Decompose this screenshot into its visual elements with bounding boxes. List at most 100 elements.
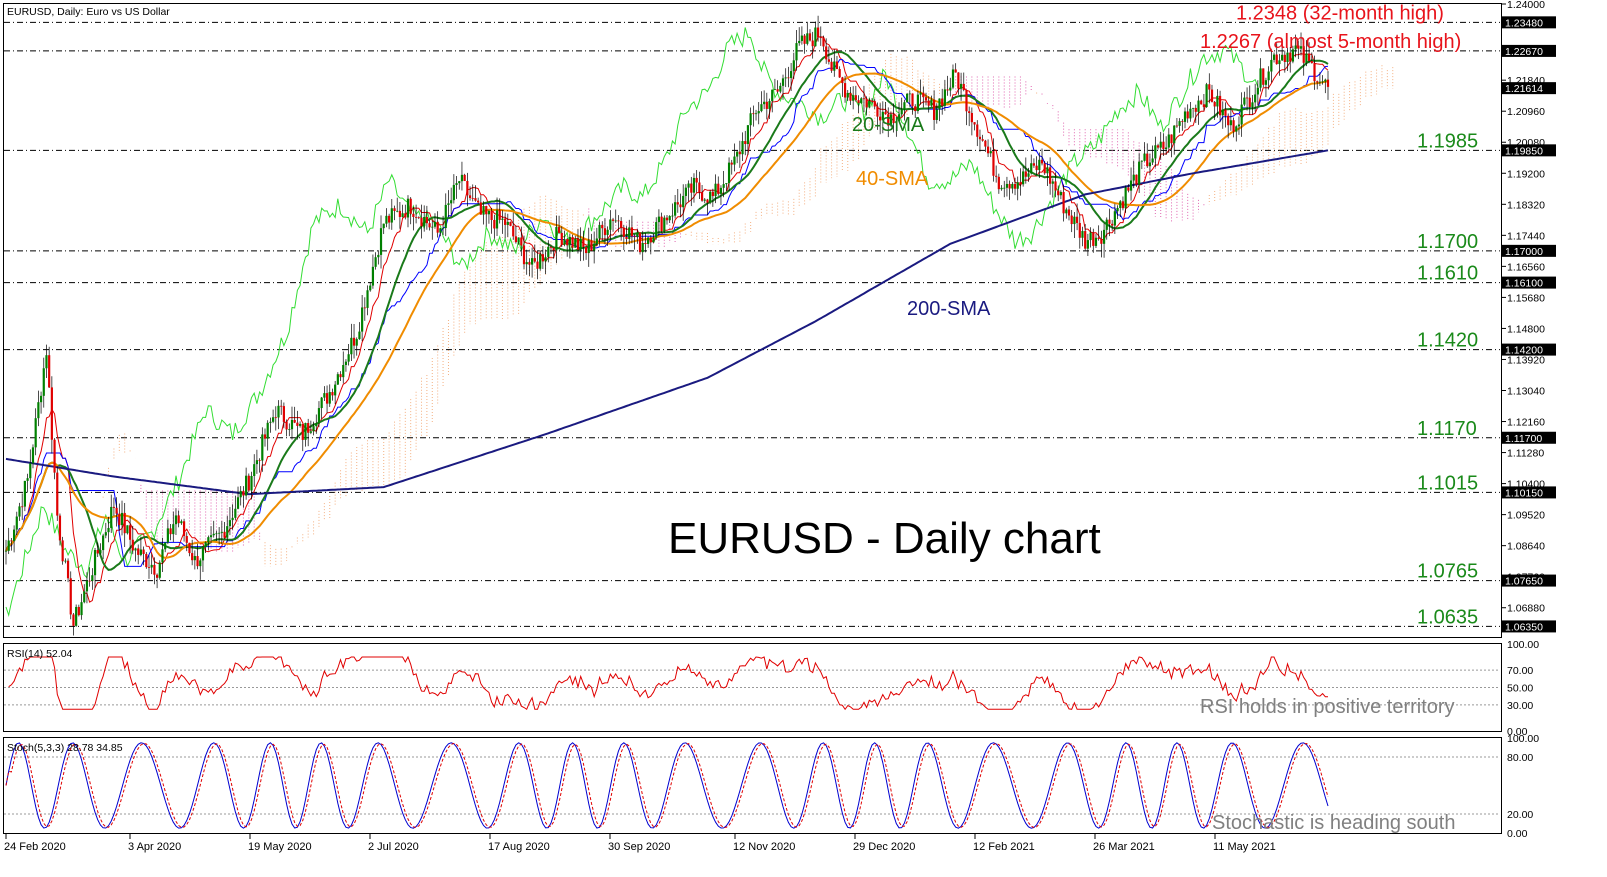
candle-body <box>450 200 453 204</box>
candle-body <box>1140 160 1143 162</box>
candle-body <box>879 116 882 121</box>
candle-body <box>870 100 874 102</box>
candle-body <box>1132 174 1135 181</box>
candle-body <box>528 262 531 265</box>
level-label: 1.2348 (32-month high) <box>1236 2 1444 24</box>
sma20-label: 20-SMA <box>852 114 925 136</box>
price-box <box>1502 431 1556 444</box>
candle-body <box>954 69 957 73</box>
candle-body <box>835 61 839 70</box>
candle-body <box>1221 109 1224 116</box>
candle-body <box>951 69 955 88</box>
date-tick-label: 3 Apr 2020 <box>128 841 181 853</box>
candle-body <box>420 217 423 227</box>
price-box-label: 1.11700 <box>1505 433 1542 445</box>
candle-body <box>814 27 817 47</box>
candle-body <box>471 198 474 199</box>
price-tick-label: 1.06880 <box>1507 603 1545 615</box>
level-label: 1.0635 <box>1417 606 1478 628</box>
candle-body <box>970 112 973 123</box>
candle-body <box>139 549 142 555</box>
price-tick-label: 1.18320 <box>1507 199 1545 211</box>
candle-body <box>692 177 696 193</box>
candle-body <box>536 261 539 269</box>
candle-body <box>66 560 70 579</box>
level-label: 1.1610 <box>1417 263 1478 285</box>
price-box <box>1502 16 1556 29</box>
candle-body <box>288 429 291 430</box>
candle-body <box>574 238 577 248</box>
candle-body <box>892 114 895 124</box>
candle-body <box>77 606 80 616</box>
date-tick-label: 17 Aug 2020 <box>488 841 550 853</box>
candle-body <box>1318 81 1322 83</box>
candle-body <box>846 92 849 98</box>
candle-body <box>549 246 553 248</box>
candle-body <box>506 221 509 225</box>
candle-body <box>1030 163 1033 174</box>
candle-body <box>563 239 566 245</box>
price-box-label: 1.10150 <box>1505 487 1543 499</box>
level-label: 1.1015 <box>1417 472 1478 494</box>
candle-body <box>1229 120 1232 126</box>
level-label: 1.2267 (almost 5-month high) <box>1200 31 1461 53</box>
candle-body <box>439 228 442 233</box>
candle-body <box>293 419 296 423</box>
candle-body <box>1281 54 1284 61</box>
candle-body <box>320 397 323 409</box>
date-tick-label: 12 Nov 2020 <box>733 841 795 853</box>
candle-body <box>107 527 110 533</box>
candle-body <box>1192 107 1195 109</box>
rsi-note: RSI holds in positive territory <box>1200 696 1455 718</box>
candle-body <box>636 232 639 238</box>
candle-body <box>1073 216 1076 225</box>
candle-body <box>1138 161 1141 185</box>
candle-body <box>644 242 647 245</box>
candle-body <box>962 83 965 90</box>
candle-body <box>201 547 205 561</box>
candle-body <box>757 111 760 114</box>
candle-body <box>587 240 590 254</box>
candle-body <box>414 216 418 218</box>
candle-body <box>798 40 801 44</box>
candle-body <box>555 227 558 251</box>
candle-body <box>460 174 464 182</box>
candle-body <box>590 240 593 251</box>
candle-body <box>468 195 472 199</box>
date-tick-label: 12 Feb 2021 <box>973 841 1035 853</box>
candle-body <box>876 106 879 117</box>
date-tick-label: 19 May 2020 <box>248 841 312 853</box>
rsi-tick-label: 30.00 <box>1507 700 1533 712</box>
candle-body <box>441 228 445 229</box>
candle-body <box>363 307 366 309</box>
candle-body <box>298 423 302 426</box>
candle-body <box>625 236 628 239</box>
candle-body <box>371 266 375 286</box>
candle-body <box>582 238 585 247</box>
candle-body <box>245 475 248 496</box>
date-tick-label: 2 Jul 2020 <box>368 841 419 853</box>
candle-body <box>852 95 855 101</box>
candle-body <box>838 69 841 78</box>
candle-body <box>1092 232 1095 246</box>
candle-body <box>309 431 312 433</box>
candles <box>4 15 1330 636</box>
candle-body <box>749 113 752 126</box>
candle-body <box>1227 115 1230 126</box>
price-box <box>1502 486 1556 499</box>
candle-body <box>218 532 221 534</box>
candle-body <box>393 208 396 211</box>
candle-body <box>771 89 774 102</box>
candle-body <box>290 419 294 430</box>
candle-body <box>833 61 836 71</box>
candle-body <box>131 539 134 551</box>
price-tick-label: 1.19200 <box>1507 168 1545 180</box>
candle-body <box>803 35 806 44</box>
candle-body <box>382 223 385 229</box>
candle-body <box>606 229 609 235</box>
candle-body <box>242 490 245 496</box>
candle-body <box>706 199 709 203</box>
candle-body <box>579 238 582 250</box>
price-tick-label: 1.20960 <box>1507 106 1545 118</box>
